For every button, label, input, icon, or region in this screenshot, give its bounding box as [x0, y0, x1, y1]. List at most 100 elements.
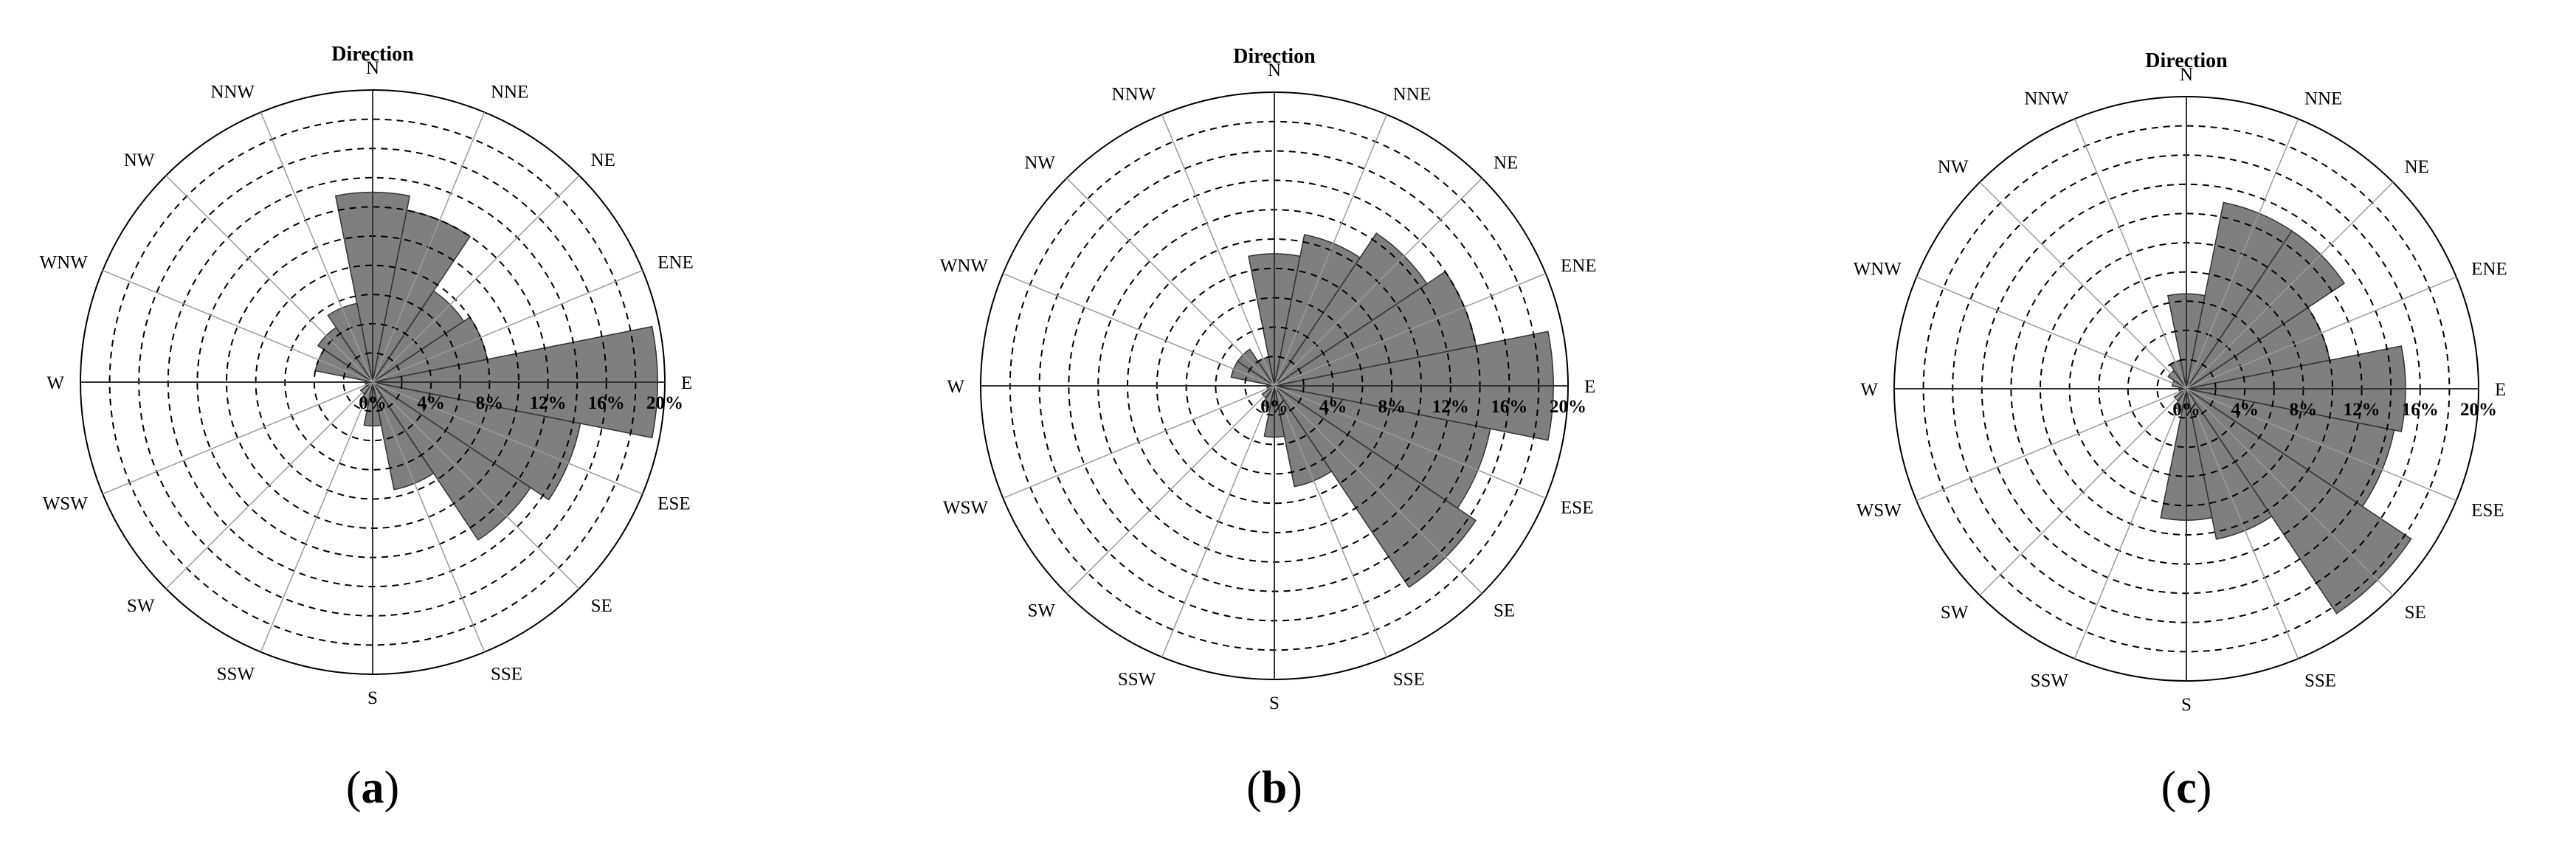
- spoke-se: [1274, 385, 1482, 594]
- spoke-ene: [1274, 272, 1546, 387]
- spoke-sse: [1274, 385, 1388, 657]
- direction-label-s: S: [367, 688, 378, 708]
- direction-label-n: N: [2180, 65, 2193, 85]
- spoke-ne: [2186, 181, 2394, 390]
- spoke-nne: [2186, 118, 2299, 390]
- direction-label-ene: ENE: [2471, 260, 2507, 280]
- spoke-ene: [372, 269, 643, 383]
- spoke-sw: [165, 381, 373, 589]
- direction-label-ssw: SSW: [2031, 671, 2069, 691]
- spoke-sw: [1979, 388, 2187, 596]
- direction-label-n: N: [1268, 60, 1281, 80]
- spoke-nnw: [260, 111, 373, 383]
- direction-label-ne: NE: [591, 150, 615, 170]
- direction-label-nw: NW: [1938, 157, 1969, 177]
- spoke-sse: [2186, 388, 2299, 660]
- direction-label-w: W: [947, 377, 964, 397]
- direction-label-s: S: [1269, 693, 1280, 713]
- r-tick-label: 16%: [2402, 400, 2439, 420]
- direction-label-sse: SSE: [1393, 669, 1425, 689]
- spoke-ne: [372, 175, 580, 383]
- direction-label-nw: NW: [124, 150, 155, 170]
- direction-label-se: SE: [591, 596, 612, 616]
- direction-label-n: N: [366, 58, 379, 78]
- r-tick-label: 0%: [359, 393, 387, 413]
- chart-title: Direction: [2145, 49, 2228, 72]
- r-tick-label: 16%: [588, 393, 625, 413]
- spoke-wsw: [1916, 388, 2187, 502]
- chart-title: Direction: [331, 43, 414, 66]
- panel-caption: (b): [1246, 763, 1302, 813]
- direction-label-w: W: [1860, 380, 1878, 400]
- direction-label-nnw: NNW: [1112, 85, 1156, 105]
- direction-label-sw: SW: [1941, 603, 1969, 623]
- spoke-wsw: [102, 381, 373, 495]
- wind-rose-panel-b: N NNE NE ENE E ESE SE SSE S SSW SW WSW W WNW NW NNW Dire…: [940, 45, 1597, 813]
- r-tick-label: 4%: [417, 393, 445, 413]
- direction-label-nne: NNE: [491, 83, 528, 103]
- r-tick-label: 12%: [1432, 397, 1469, 417]
- wind-rose-panel-c: N NNE NE ENE E ESE SE SSE S SSW SW WSW W WNW NW NNW Dire…: [1854, 49, 2507, 813]
- direction-label-wnw: WNW: [940, 256, 989, 276]
- spoke-nw: [1066, 178, 1275, 387]
- direction-label-nne: NNE: [2304, 89, 2342, 109]
- direction-label-e: E: [1584, 377, 1595, 397]
- direction-label-ese: ESE: [657, 494, 690, 513]
- direction-label-s: S: [2181, 695, 2192, 715]
- direction-label-wnw: WNW: [40, 253, 89, 273]
- direction-label-ne: NE: [1494, 153, 1518, 173]
- direction-label-wnw: WNW: [1854, 260, 1902, 280]
- direction-label-ssw: SSW: [1118, 669, 1156, 689]
- r-tick-label: 8%: [476, 393, 504, 413]
- spoke-nw: [1979, 181, 2187, 390]
- spoke-se: [2186, 388, 2394, 596]
- direction-label-se: SE: [2405, 603, 2426, 623]
- spoke-ssw: [1161, 385, 1275, 657]
- spoke-ssw: [260, 381, 373, 653]
- direction-label-sse: SSE: [2304, 671, 2336, 691]
- spoke-sw: [1066, 385, 1275, 594]
- direction-label-nnw: NNW: [210, 83, 255, 103]
- r-tick-label: 0%: [1260, 397, 1288, 417]
- direction-label-ne: NE: [2405, 157, 2429, 177]
- direction-label-ssw: SSW: [217, 664, 255, 684]
- spoke-nnw: [1161, 114, 1275, 387]
- direction-label-wsw: WSW: [943, 498, 989, 518]
- wind-rose-panel-a: N NNE NE ENE E ESE SE SSE S SSW SW WSW W WNW NW NNW Dire…: [40, 43, 694, 813]
- spoke-wnw: [102, 269, 373, 383]
- r-tick-label: 4%: [2231, 400, 2259, 420]
- spoke-ese: [372, 381, 643, 495]
- r-tick-label: 16%: [1491, 397, 1527, 417]
- r-tick-label: 12%: [2344, 400, 2380, 420]
- r-tick-label: 8%: [2290, 400, 2318, 420]
- r-tick-label: 0%: [2172, 400, 2200, 420]
- chart-title: Direction: [1233, 45, 1316, 68]
- direction-label-e: E: [2495, 380, 2506, 400]
- spoke-wnw: [1916, 276, 2187, 390]
- spoke-ese: [2186, 388, 2457, 502]
- direction-label-nnw: NNW: [2024, 89, 2068, 109]
- r-tick-label: 4%: [1319, 397, 1347, 417]
- spoke-wsw: [1003, 385, 1275, 499]
- spoke-nw: [165, 175, 373, 383]
- spoke-nnw: [2073, 118, 2187, 390]
- direction-label-nne: NNE: [1393, 85, 1431, 105]
- r-tick-label: 8%: [1378, 397, 1406, 417]
- panel-caption: (a): [346, 763, 399, 813]
- spoke-ssw: [2073, 388, 2187, 660]
- r-tick-label: 20%: [2460, 400, 2497, 420]
- direction-label-ene: ENE: [1561, 256, 1597, 276]
- direction-label-nw: NW: [1024, 153, 1055, 173]
- spoke-sse: [372, 381, 486, 653]
- spoke-nne: [372, 111, 486, 383]
- direction-label-sw: SW: [1028, 601, 1056, 620]
- direction-label-sse: SSE: [491, 664, 522, 684]
- direction-label-w: W: [46, 373, 64, 393]
- spoke-ene: [2186, 276, 2457, 390]
- r-tick-label: 12%: [530, 393, 567, 413]
- direction-label-wsw: WSW: [1857, 500, 1902, 520]
- direction-label-ene: ENE: [657, 253, 694, 273]
- direction-label-ese: ESE: [1561, 498, 1593, 518]
- direction-label-wsw: WSW: [43, 494, 89, 513]
